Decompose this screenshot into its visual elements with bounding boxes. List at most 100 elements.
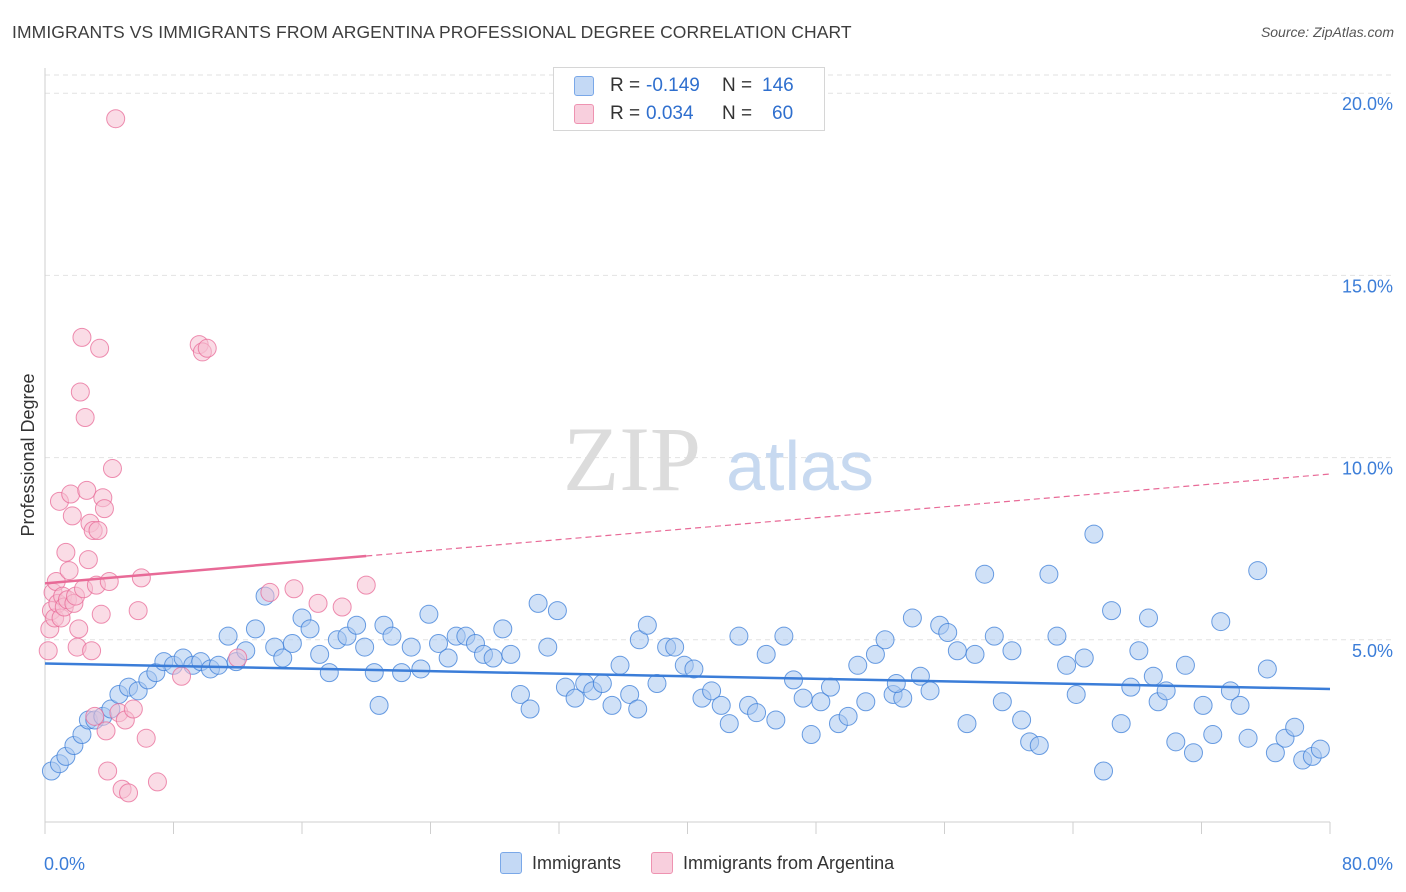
point-immigrants: [1084, 524, 1104, 544]
point-immigrants: [811, 692, 831, 712]
point-immigrants: [902, 608, 922, 628]
point-immigrants: [1211, 612, 1231, 632]
point-immigrants: [1265, 743, 1285, 763]
point-immigrants: [520, 699, 540, 719]
point-argentina: [72, 327, 92, 347]
point-argentina: [69, 619, 89, 639]
bottom-legend: Immigrants Immigrants from Argentina: [500, 852, 924, 874]
point-immigrants: [647, 674, 667, 694]
point-immigrants: [1094, 761, 1114, 781]
point-immigrants: [684, 659, 704, 679]
point-argentina: [85, 706, 105, 726]
axes: [44, 68, 1331, 834]
point-argentina: [106, 109, 126, 129]
point-immigrants: [793, 688, 813, 708]
immigrants-swatch: [574, 76, 594, 96]
watermark-zip: ZIP: [563, 408, 701, 510]
point-immigrants: [784, 670, 804, 690]
point-immigrants: [1029, 735, 1049, 755]
point-immigrants: [602, 695, 622, 715]
point-argentina: [197, 338, 217, 358]
point-argentina: [102, 459, 122, 479]
point-immigrants: [865, 644, 885, 664]
point-immigrants: [319, 663, 339, 683]
point-immigrants: [493, 619, 513, 639]
point-immigrants: [1183, 743, 1203, 763]
n-value: 60: [772, 103, 794, 124]
point-immigrants: [875, 630, 895, 650]
r-value: 0.034: [646, 103, 694, 124]
point-argentina: [260, 582, 280, 602]
point-immigrants: [1203, 725, 1223, 745]
point-immigrants: [1002, 641, 1022, 661]
point-immigrants: [1257, 659, 1277, 679]
stats-legend-box: R = -0.149 N = 146 R = 0.034 N = 60: [553, 67, 825, 131]
point-immigrants: [1143, 666, 1163, 686]
point-immigrants: [1012, 710, 1032, 730]
point-argentina: [88, 520, 108, 540]
point-immigrants: [1047, 626, 1067, 646]
argentina-swatch: [574, 104, 594, 124]
point-immigrants: [628, 699, 648, 719]
point-immigrants: [756, 644, 776, 664]
point-argentina: [77, 480, 97, 500]
point-immigrants: [429, 633, 449, 653]
point-immigrants: [382, 626, 402, 646]
point-immigrants: [282, 633, 302, 653]
point-argentina: [308, 593, 328, 613]
point-argentina: [147, 772, 167, 792]
legend-swatch: [651, 852, 674, 874]
legend-label: Immigrants from Argentina: [683, 852, 895, 873]
n-label: N =: [722, 75, 753, 96]
legend-item-immigrants[interactable]: Immigrants: [500, 852, 621, 874]
point-argentina: [136, 728, 156, 748]
y-tick-label: 20.0%: [1342, 94, 1393, 114]
point-immigrants: [747, 703, 767, 723]
point-argentina: [90, 338, 110, 358]
point-argentina: [228, 648, 248, 668]
point-argentina: [75, 408, 95, 428]
point-argentina: [284, 579, 304, 599]
point-immigrants: [938, 623, 958, 643]
point-immigrants: [310, 644, 330, 664]
point-immigrants: [1285, 717, 1305, 737]
r-value: -0.149: [646, 75, 700, 96]
point-immigrants: [957, 714, 977, 734]
point-immigrants: [801, 725, 821, 745]
r-label: R =: [610, 103, 641, 124]
point-argentina: [78, 550, 98, 570]
r-label: R =: [610, 75, 641, 96]
point-immigrants: [300, 619, 320, 639]
n-value: 146: [762, 75, 794, 96]
point-argentina: [70, 382, 90, 402]
point-immigrants: [629, 630, 649, 650]
point-immigrants: [856, 692, 876, 712]
point-immigrants: [1175, 655, 1195, 675]
point-immigrants: [702, 681, 722, 701]
point-immigrants: [729, 626, 749, 646]
point-argentina: [172, 666, 192, 686]
point-immigrants: [886, 674, 906, 694]
trend-lines: [44, 473, 1331, 691]
point-immigrants: [483, 648, 503, 668]
legend-item-argentina[interactable]: Immigrants from Argentina: [651, 852, 894, 874]
point-immigrants: [1238, 728, 1258, 748]
point-argentina: [96, 721, 116, 741]
point-immigrants: [1121, 677, 1141, 697]
point-immigrants: [208, 655, 228, 675]
point-argentina: [61, 484, 81, 504]
point-argentina: [123, 699, 143, 719]
point-argentina: [131, 568, 151, 588]
point-argentina: [332, 597, 352, 617]
point-argentina: [99, 572, 119, 592]
point-immigrants: [438, 648, 458, 668]
y-axis-label: Professional Degree: [18, 373, 38, 536]
trend-immigrants: [44, 662, 1331, 691]
point-immigrants: [766, 710, 786, 730]
point-immigrants: [838, 706, 858, 726]
point-immigrants: [1129, 641, 1149, 661]
point-immigrants: [1138, 608, 1158, 628]
point-immigrants: [364, 663, 384, 683]
point-immigrants: [920, 681, 940, 701]
